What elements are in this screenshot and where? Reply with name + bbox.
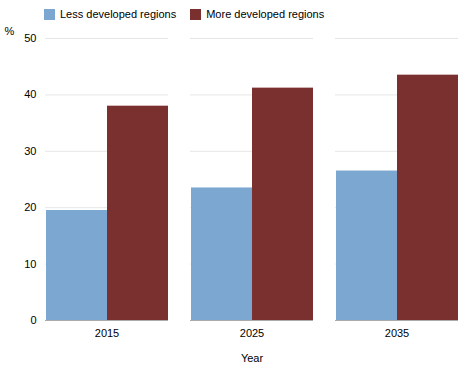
- html-text:More developed regions: More developed regions: [206, 8, 325, 20]
- svg-text:0: 0: [30, 314, 36, 326]
- html-text:Less developed regions: Less developed regions: [60, 8, 177, 20]
- svg-text:20: 20: [24, 201, 36, 213]
- svg-text:Year: Year: [241, 352, 264, 364]
- svg-text:50: 50: [24, 32, 36, 44]
- svg-text:30: 30: [24, 145, 36, 157]
- svg-text:10: 10: [24, 258, 36, 270]
- svg-text:2015: 2015: [95, 327, 119, 339]
- svg-text:40: 40: [24, 88, 36, 100]
- svg-text:2035: 2035: [385, 327, 409, 339]
- svg-text:2025: 2025: [240, 327, 264, 339]
- svg-text:%: %: [5, 25, 15, 37]
